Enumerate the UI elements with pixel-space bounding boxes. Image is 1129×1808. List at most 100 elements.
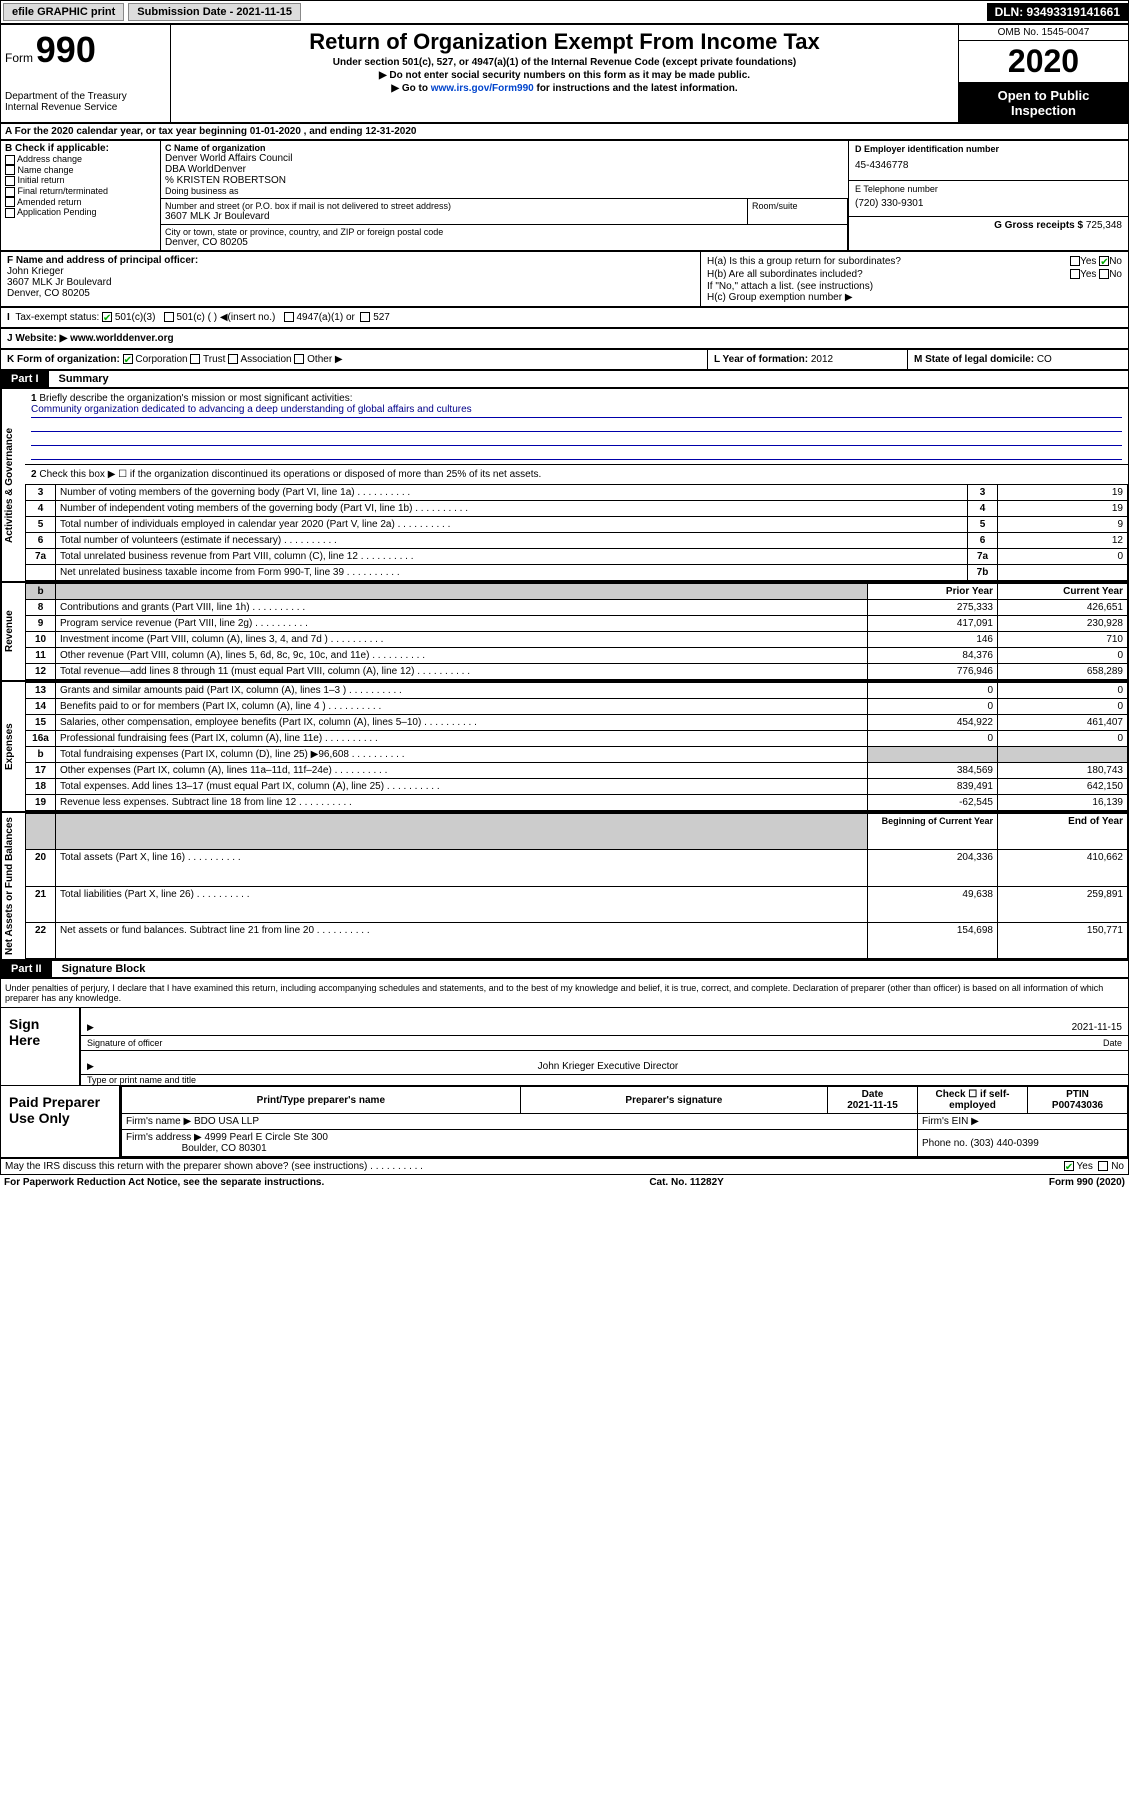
- footer-right: Form 990 (2020): [1049, 1177, 1125, 1188]
- section-b-checkbox[interactable]: [5, 176, 15, 186]
- ha-yes-check[interactable]: [1070, 256, 1080, 266]
- section-b-checkbox[interactable]: [5, 165, 15, 175]
- 527-check[interactable]: [360, 312, 370, 322]
- gross-label: G Gross receipts $: [994, 220, 1083, 231]
- prep-date-label: Date: [862, 1089, 884, 1100]
- table-row: Net unrelated business taxable income fr…: [26, 565, 1128, 581]
- section-b-option: Final return/terminated: [5, 186, 156, 197]
- table-row: 13Grants and similar amounts paid (Part …: [26, 683, 1128, 699]
- 4947-check[interactable]: [284, 312, 294, 322]
- table-row: 7aTotal unrelated business revenue from …: [26, 549, 1128, 565]
- netassets-block: Net Assets or Fund Balances Beginning of…: [0, 812, 1129, 960]
- hb-yes-check[interactable]: [1070, 269, 1080, 279]
- table-row: 11Other revenue (Part VIII, column (A), …: [26, 648, 1128, 664]
- ha-label: H(a) Is this a group return for subordin…: [707, 256, 901, 267]
- other-check[interactable]: [294, 354, 304, 364]
- ha-no: No: [1109, 256, 1122, 267]
- org-name-2: DBA WorldDenver: [165, 164, 844, 175]
- form-title: Return of Organization Exempt From Incom…: [175, 29, 954, 55]
- page-footer: For Paperwork Reduction Act Notice, see …: [0, 1175, 1129, 1190]
- phone-box: E Telephone number (720) 330-9301: [849, 181, 1128, 217]
- 501c-check[interactable]: [164, 312, 174, 322]
- discuss-yes-check[interactable]: [1064, 1161, 1074, 1171]
- part2-title: Signature Block: [52, 963, 146, 975]
- section-b-checkbox[interactable]: [5, 155, 15, 165]
- table-header-row: Beginning of Current YearEnd of Year: [26, 814, 1128, 850]
- mission-text: Community organization dedicated to adva…: [31, 404, 1122, 418]
- m-label: M State of legal domicile:: [914, 354, 1034, 365]
- footer-left: For Paperwork Reduction Act Notice, see …: [4, 1177, 324, 1188]
- section-b-checkbox[interactable]: [5, 187, 15, 197]
- goto-prefix: ▶ Go to: [391, 83, 430, 94]
- part1-title: Summary: [49, 373, 109, 385]
- inspect-1: Open to Public: [963, 88, 1124, 103]
- k-trust: Trust: [203, 354, 225, 365]
- q1-text: Briefly describe the organization's miss…: [39, 393, 352, 404]
- table-row: 16aProfessional fundraising fees (Part I…: [26, 731, 1128, 747]
- table-header-row: bPrior YearCurrent Year: [26, 584, 1128, 600]
- firm-phone-cell: Phone no. (303) 440-0399: [918, 1130, 1128, 1157]
- corp-check[interactable]: [123, 354, 133, 364]
- revenue-block: Revenue bPrior YearCurrent Year8Contribu…: [0, 582, 1129, 681]
- assoc-check[interactable]: [228, 354, 238, 364]
- form-word: Form: [5, 51, 33, 65]
- hb-note: If "No," attach a list. (see instruction…: [707, 281, 1122, 292]
- prep-date-header: Date 2021-11-15: [828, 1087, 918, 1114]
- subtitle-2: ▶ Do not enter social security numbers o…: [175, 70, 954, 81]
- firm-addr1: 4999 Pearl E Circle Ste 300: [205, 1132, 328, 1143]
- 501c3-check[interactable]: [102, 312, 112, 322]
- preparer-label: Paid Preparer Use Only: [1, 1086, 121, 1157]
- org-name-box: C Name of organization Denver World Affa…: [161, 141, 848, 199]
- tax-status-row: I Tax-exempt status: 501(c)(3) 501(c) ( …: [0, 307, 1129, 328]
- section-b-checkbox[interactable]: [5, 208, 15, 218]
- firm-addr2: Boulder, CO 80301: [182, 1143, 267, 1154]
- irs-link[interactable]: www.irs.gov/Form990: [431, 83, 534, 94]
- discuss-text: May the IRS discuss this return with the…: [5, 1161, 423, 1172]
- subtitle-3: ▶ Go to www.irs.gov/Form990 for instruct…: [175, 83, 954, 94]
- section-c: C Name of organization Denver World Affa…: [161, 141, 848, 250]
- mission-blank-2: [31, 432, 1122, 446]
- firm-name-label: Firm's name ▶: [126, 1116, 191, 1127]
- officer-name: John Krieger: [7, 266, 694, 277]
- submission-date-button[interactable]: Submission Date - 2021-11-15: [128, 3, 301, 21]
- discuss-no-check[interactable]: [1098, 1161, 1108, 1171]
- section-b-option: Name change: [5, 165, 156, 176]
- website-row: J Website: ▶ www.worlddenver.org: [0, 328, 1129, 349]
- gross-box: G Gross receipts $ 725,348: [849, 217, 1128, 234]
- omb-number: OMB No. 1545-0047: [959, 25, 1128, 41]
- ha-no-check[interactable]: [1099, 256, 1109, 266]
- l-value: 2012: [811, 354, 833, 365]
- firm-phone-value: (303) 440-0399: [970, 1138, 1038, 1149]
- governance-block: Activities & Governance 1 Briefly descri…: [0, 388, 1129, 582]
- gross-value: 725,348: [1086, 220, 1122, 231]
- section-b: B Check if applicable: Address change Na…: [1, 141, 161, 250]
- table-row: 9Program service revenue (Part VIII, lin…: [26, 616, 1128, 632]
- sign-here-row: Sign Here 2021-11-15 Signature of office…: [1, 1007, 1128, 1085]
- firm-addr-label: Firm's address ▶: [126, 1132, 202, 1143]
- m-value: CO: [1037, 354, 1052, 365]
- firm-addr-cell: Firm's address ▶ 4999 Pearl E Circle Ste…: [122, 1130, 918, 1157]
- governance-side-label: Activities & Governance: [1, 389, 25, 581]
- ha-yes: Yes: [1080, 256, 1096, 267]
- phone-label: E Telephone number: [855, 184, 1122, 194]
- k-row: K Form of organization: Corporation Trus…: [0, 349, 1129, 370]
- section-b-checkbox[interactable]: [5, 197, 15, 207]
- dept-1: Department of the Treasury: [5, 91, 166, 102]
- expenses-table: 13Grants and similar amounts paid (Part …: [25, 682, 1128, 811]
- room-label: Room/suite: [752, 201, 843, 211]
- hb-yes: Yes: [1080, 269, 1096, 280]
- table-row: 12Total revenue—add lines 8 through 11 (…: [26, 664, 1128, 680]
- org-name-1: Denver World Affairs Council: [165, 153, 844, 164]
- efile-button[interactable]: efile GRAPHIC print: [3, 3, 124, 21]
- expenses-side-label: Expenses: [1, 682, 25, 811]
- discuss-row: May the IRS discuss this return with the…: [0, 1158, 1129, 1175]
- mission-box: 1 Briefly describe the organization's mi…: [25, 389, 1128, 465]
- trust-check[interactable]: [190, 354, 200, 364]
- discuss-yes: Yes: [1077, 1161, 1093, 1172]
- hb-no-check[interactable]: [1099, 269, 1109, 279]
- part1-badge: Part I: [1, 371, 49, 387]
- opt-4947: 4947(a)(1) or: [296, 312, 354, 323]
- q2-content: Check this box ▶ ☐ if the organization d…: [39, 469, 541, 480]
- street-box: Number and street (or P.O. box if mail i…: [161, 199, 748, 225]
- table-row: 20Total assets (Part X, line 16)204,3364…: [26, 850, 1128, 886]
